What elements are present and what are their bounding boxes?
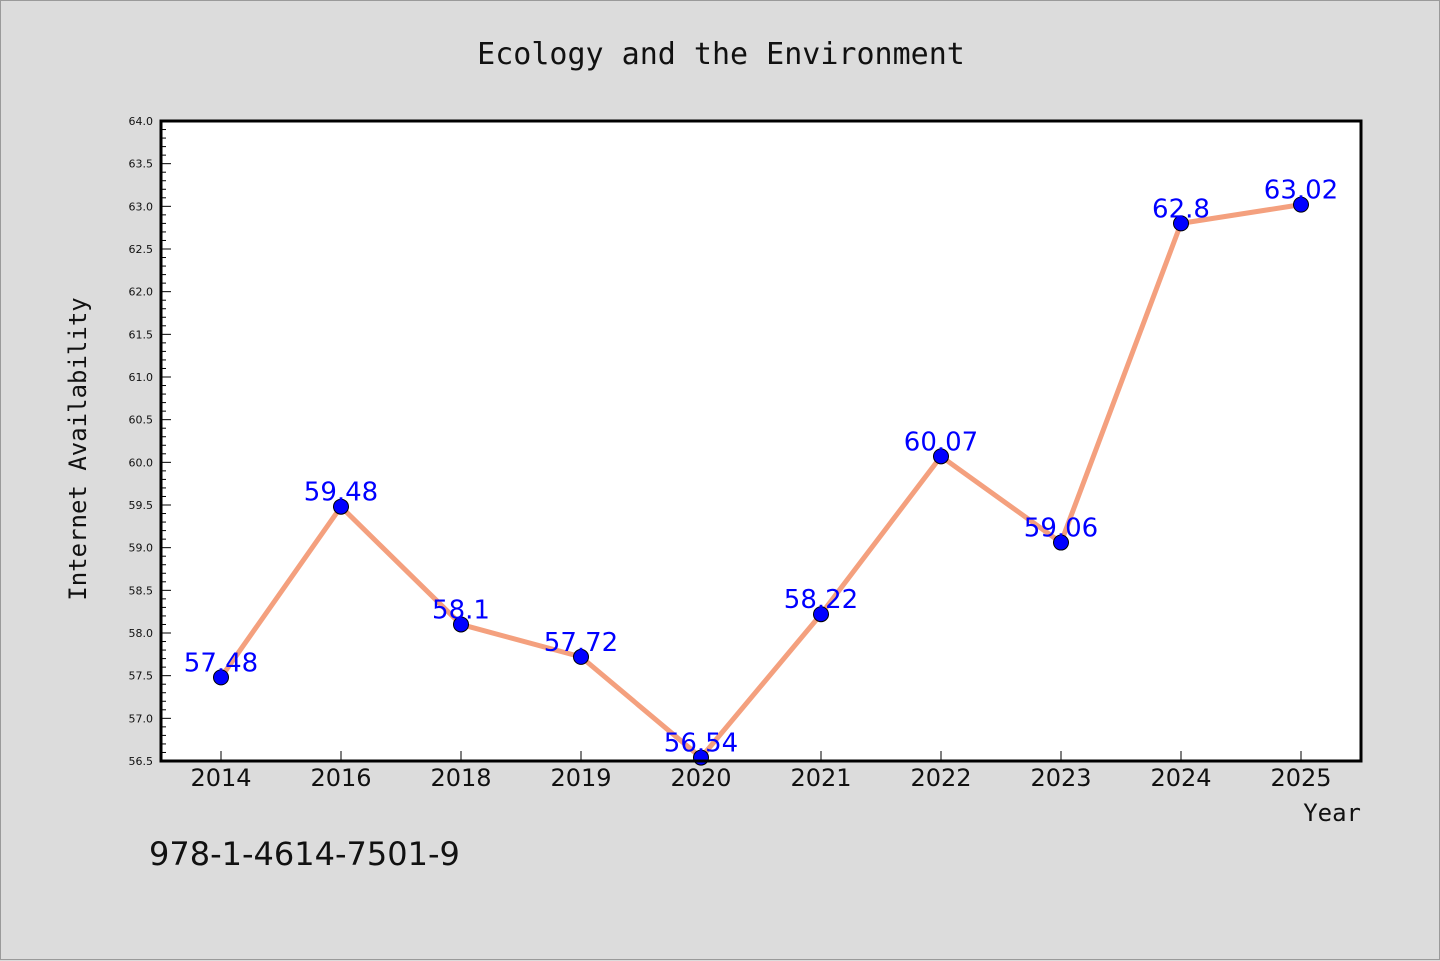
y-tick-label: 59.0 (129, 542, 154, 555)
data-label: 56.54 (664, 729, 738, 759)
data-point (453, 616, 469, 633)
data-label: 58.22 (784, 585, 858, 615)
data-point (213, 669, 229, 686)
y-tick-label: 64.0 (129, 115, 154, 128)
data-label: 59.06 (1024, 514, 1098, 544)
data-point (1293, 196, 1309, 213)
x-tick-label: 2019 (550, 764, 611, 792)
y-tick-label: 58.0 (129, 627, 154, 640)
y-tick-label: 63.5 (129, 158, 154, 171)
y-tick-label: 63.0 (129, 200, 154, 213)
data-label: 58.1 (432, 595, 490, 625)
series: 57.48 59.48 58.1 57.72 56.54 58.22 60.07 59.06 6… (184, 176, 1338, 766)
y-tick-label: 61.0 (129, 371, 154, 384)
x-tick-label: 2014 (190, 764, 251, 792)
y-tick-label: 62.5 (129, 243, 154, 256)
data-label: 60.07 (904, 427, 978, 457)
data-point (333, 498, 349, 515)
x-tick-label: 2016 (310, 764, 371, 792)
plot-frame (159, 119, 1363, 763)
x-tick-label: 2020 (670, 764, 731, 792)
data-label: 57.72 (544, 628, 618, 658)
plot-area (161, 121, 1361, 761)
data-point (573, 648, 589, 665)
data-point (813, 606, 829, 623)
x-tick-label: 2024 (1150, 764, 1211, 792)
data-point (933, 448, 949, 465)
y-tick-label: 60.0 (129, 456, 154, 469)
data-label: 59.48 (304, 478, 378, 508)
x-tick-label: 2018 (430, 764, 491, 792)
data-label: 62.8 (1152, 194, 1210, 224)
y-tick-label: 61.5 (129, 328, 154, 341)
y-tick-label: 58.5 (129, 584, 154, 597)
y-tick-label: 60.5 (129, 414, 154, 427)
data-point (1053, 534, 1069, 551)
data-label: 63.02 (1264, 176, 1338, 206)
x-tick-label: 2023 (1030, 764, 1091, 792)
y-axis-label: Internet Availability (64, 297, 92, 600)
isbn-code: 978-1-4614-7501-9 (149, 835, 460, 873)
y-tick-label: 56.5 (129, 755, 154, 768)
y-tick-label: 62.0 (129, 286, 154, 299)
series-line (218, 202, 1304, 761)
x-tick-label: 2021 (790, 764, 851, 792)
x-tick-labels: 2014 2016 2018 2019 2020 2021 2022 2023 2024 2025 (190, 764, 1331, 792)
x-tick-label: 2022 (910, 764, 971, 792)
y-tick-label: 57.5 (129, 670, 154, 683)
x-axis-label: Year (1303, 799, 1361, 827)
y-tick-labels: 56.5 57.0 57.5 58.0 58.5 59.0 59.5 60.0 60.5 61.0… (129, 115, 154, 768)
x-tick-label: 2025 (1270, 764, 1331, 792)
y-tick-label: 57.0 (129, 712, 154, 725)
chart-title: Ecology and the Environment (477, 37, 965, 72)
y-tick-label: 59.5 (129, 499, 154, 512)
data-label: 57.48 (184, 648, 258, 678)
data-point (1173, 215, 1189, 232)
